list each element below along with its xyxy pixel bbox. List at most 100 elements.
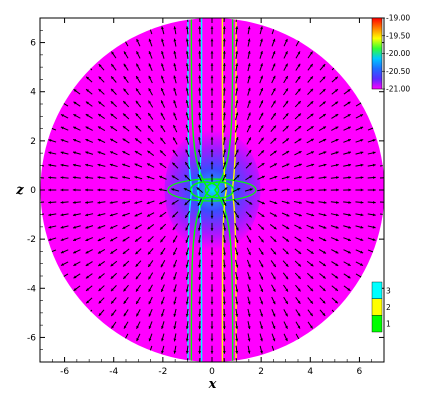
velocity-arrow-head — [348, 188, 352, 192]
velocity-arrow-head — [210, 289, 214, 293]
velocity-arrow-head — [372, 225, 376, 229]
velocity-arrow-head — [161, 88, 164, 91]
velocity-arrow-head — [297, 63, 301, 67]
velocity-arrow-head — [146, 175, 150, 179]
velocity-arrow-head — [285, 288, 288, 292]
velocity-arrow-head — [249, 188, 253, 191]
velocity-arrow-head — [86, 76, 90, 80]
velocity-arrow-head — [185, 289, 189, 293]
velocity-arrow-head — [135, 113, 139, 117]
velocity-arrow-head — [285, 251, 289, 255]
velocity-arrow-head — [260, 63, 263, 67]
velocity-arrow-head — [274, 175, 278, 179]
velocity-arrow-head — [285, 138, 289, 142]
velocity-arrow-head — [299, 188, 302, 192]
velocity-arrow-head — [98, 288, 102, 291]
velocity-arrow-head — [360, 114, 363, 117]
velocity-arrow-head — [111, 64, 114, 67]
velocity-arrow-head — [323, 250, 326, 254]
velocity-arrow-head — [285, 125, 289, 129]
velocity-arrow-head — [185, 215, 188, 218]
velocity-arrow-head — [185, 124, 189, 128]
velocity-arrow-head — [285, 63, 288, 67]
velocity-arrow-head — [385, 189, 388, 192]
velocity-arrow-head — [322, 313, 326, 316]
velocity-arrow-head — [336, 176, 339, 179]
velocity-arrow-head — [223, 252, 226, 256]
velocity-arrow-head — [360, 151, 364, 155]
velocity-arrow-head — [136, 301, 139, 304]
velocity-arrow-head — [298, 251, 302, 254]
velocity-arrow-head — [273, 251, 276, 255]
velocity-arrow-head — [261, 226, 264, 230]
velocity-arrow-head — [223, 124, 226, 128]
velocity-arrow-head — [98, 89, 102, 92]
velocity-arrow-head — [173, 50, 177, 54]
velocity-arrow-head — [347, 288, 351, 291]
velocity-arrow-head — [297, 288, 301, 292]
velocity-arrow-head — [173, 26, 177, 30]
velocity-arrow-head — [236, 202, 240, 206]
velocity-arrow-head — [73, 263, 77, 266]
velocity-arrow-head — [171, 188, 175, 191]
velocity-arrow-head — [210, 161, 214, 165]
velocity-arrow-head — [310, 126, 314, 129]
velocity-arrow-head — [336, 201, 339, 204]
velocity-arrow-head — [73, 101, 77, 105]
velocity-arrow-head — [136, 76, 139, 79]
velocity-arrow-head — [110, 275, 114, 279]
velocity-arrow-head — [248, 239, 251, 243]
velocity-arrow-head — [72, 213, 76, 217]
velocity-arrow-head — [97, 188, 101, 192]
velocity-arrow-head — [122, 163, 126, 167]
y-tick-label: 4 — [30, 88, 36, 98]
velocity-arrow-head — [360, 250, 364, 254]
velocity-arrow-head — [184, 174, 188, 178]
velocity-arrow-head — [235, 227, 239, 231]
velocity-arrow-head — [148, 113, 151, 116]
velocity-arrow-head — [210, 100, 214, 103]
velocity-arrow-head — [385, 164, 388, 167]
velocity-arrow-head — [185, 277, 189, 280]
velocity-arrow-head — [260, 251, 264, 255]
velocity-arrow-head — [135, 138, 139, 142]
velocity-arrow-head — [97, 213, 101, 217]
velocity-arrow-head — [360, 126, 364, 130]
velocity-arrow-head — [148, 288, 152, 292]
velocity-arrow-head — [297, 325, 300, 329]
velocity-arrow-head — [134, 188, 138, 192]
x-tick-label: 0 — [209, 367, 215, 377]
velocity-arrow-head — [347, 114, 351, 117]
x-axis-label: x — [208, 377, 217, 392]
velocity-arrow-head — [260, 289, 263, 292]
velocity-arrow-head — [97, 139, 101, 142]
velocity-arrow-head — [298, 163, 302, 167]
velocity-arrow-head — [298, 213, 302, 217]
velocity-arrow-head — [210, 149, 214, 152]
velocity-arrow-head — [311, 163, 315, 167]
velocity-arrow-head — [198, 363, 201, 366]
velocity-arrow-head — [158, 188, 162, 192]
velocity-arrow-head — [185, 50, 189, 54]
velocity-arrow-head — [210, 124, 214, 128]
velocity-arrow-head — [360, 263, 363, 266]
velocity-arrow-head — [148, 350, 152, 354]
velocity-arrow-head — [36, 201, 39, 204]
velocity-arrow-head — [73, 275, 77, 279]
velocity-arrow-head — [198, 149, 201, 153]
velocity-arrow-head — [235, 252, 239, 256]
velocity-arrow-head — [185, 227, 189, 231]
velocity-arrow-head — [147, 239, 151, 242]
velocity-arrow-head — [210, 301, 214, 305]
velocity-arrow-head — [285, 88, 288, 92]
velocity-arrow-head — [198, 314, 202, 317]
velocity-arrow-head — [160, 125, 164, 129]
velocity-arrow-head — [322, 275, 326, 279]
velocity-arrow-head — [272, 338, 276, 342]
velocity-arrow-head — [148, 51, 152, 55]
velocity-arrow-head — [123, 300, 127, 304]
velocity-arrow-head — [148, 276, 152, 280]
velocity-arrow-head — [97, 151, 101, 154]
velocity-arrow-head — [247, 50, 251, 54]
velocity-arrow-head — [334, 64, 338, 68]
